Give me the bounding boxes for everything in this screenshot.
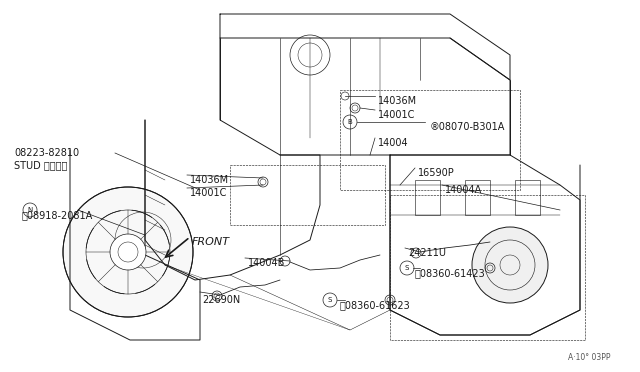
Circle shape (63, 187, 193, 317)
Bar (230, 165, 385, 225)
Circle shape (110, 234, 146, 270)
Circle shape (472, 227, 548, 303)
Text: 24211U: 24211U (408, 248, 446, 258)
Text: S: S (405, 265, 409, 271)
Text: FRONT: FRONT (192, 237, 230, 247)
Text: ⓝ08918-2081A: ⓝ08918-2081A (22, 210, 93, 220)
Text: 14001C: 14001C (190, 188, 227, 198)
Text: Ⓝ08360-61623: Ⓝ08360-61623 (340, 300, 411, 310)
Text: STUD スタッド: STUD スタッド (14, 160, 67, 170)
Text: B: B (348, 119, 353, 125)
Text: S: S (328, 297, 332, 303)
Text: 22690N: 22690N (202, 295, 240, 305)
Text: 14004B: 14004B (248, 258, 285, 268)
Text: 14001C: 14001C (378, 110, 415, 120)
Text: 16590P: 16590P (418, 168, 455, 178)
Text: 14036M: 14036M (190, 175, 229, 185)
Text: N: N (28, 207, 33, 213)
Bar (340, 90, 520, 190)
Text: 08223-82810: 08223-82810 (14, 148, 79, 158)
Text: 14036M: 14036M (378, 96, 417, 106)
Bar (390, 195, 585, 340)
Text: ®08070-B301A: ®08070-B301A (430, 122, 506, 132)
Text: Ⓝ08360-61423: Ⓝ08360-61423 (415, 268, 486, 278)
Text: 14004A: 14004A (445, 185, 483, 195)
Text: A·10° 03PP: A·10° 03PP (568, 353, 610, 362)
Text: 14004: 14004 (378, 138, 408, 148)
